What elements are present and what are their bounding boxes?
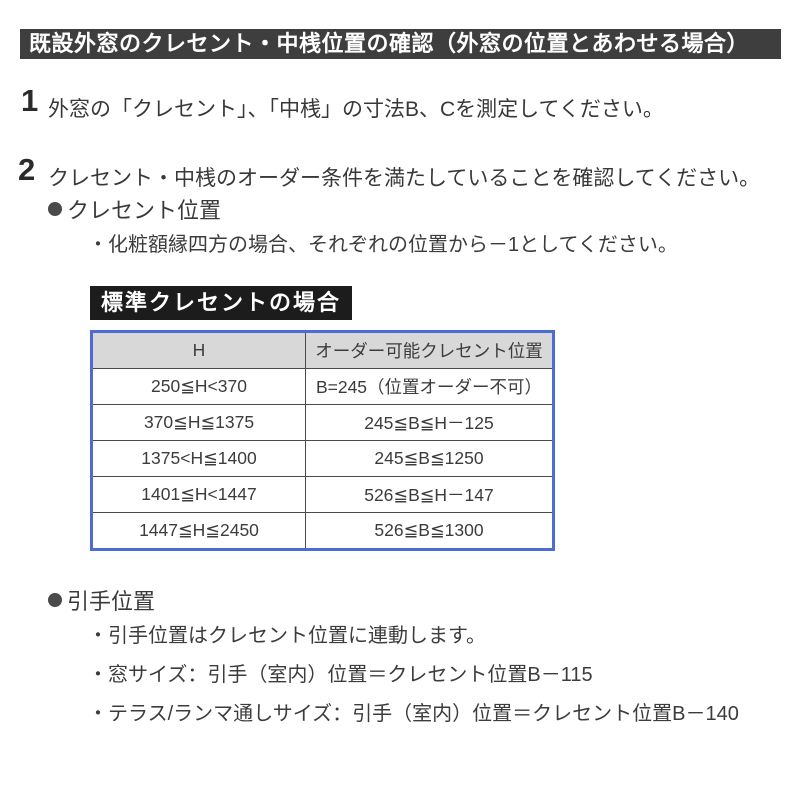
page-title-bar: 既設外窓のクレセント・中桟位置の確認（外窓の位置とあわせる場合） xyxy=(20,29,781,59)
table-cell-order-range: 526≦B≦H－147 xyxy=(305,476,554,513)
handle-position-note: ・引手位置はクレセント位置に連動します。 xyxy=(88,625,486,647)
table-cell-order-range: B=245（位置オーダー不可） xyxy=(305,368,554,405)
table-cell-h-range: 250≦H<370 xyxy=(91,368,306,405)
standard-crescent-label: 標準クレセントの場合 xyxy=(90,286,353,320)
bullet-icon xyxy=(48,593,62,607)
crescent-position-heading-label: クレセント位置 xyxy=(67,198,222,223)
step-2-number: 2 xyxy=(18,152,36,187)
handle-position-note: ・テラス/ランマ通しサイズ：引手（室内）位置＝クレセント位置B－140 xyxy=(88,703,739,725)
table-cell-order-range: 245≦B≦H－125 xyxy=(305,404,554,441)
table-cell-h-range: 1375<H≦1400 xyxy=(91,440,306,477)
step-2-text: クレセント・中桟のオーダー条件を満たしていることを確認してください。 xyxy=(48,167,761,190)
bullet-icon xyxy=(48,202,62,216)
table-row: 1401≦H<1447 526≦B≦H－147 xyxy=(91,476,554,513)
table-row: 1447≦H≦2450 526≦B≦1300 xyxy=(91,512,554,550)
table-cell-h-range: 1447≦H≦2450 xyxy=(91,512,306,550)
crescent-position-note: ・化粧額縁四方の場合、それぞれの位置から－1としてください。 xyxy=(88,234,678,256)
table-cell-order-range: 245≦B≦1250 xyxy=(305,440,554,477)
step-1-text: 外窓の「クレセント」、「中桟」の寸法B、Cを測定してください。 xyxy=(48,98,664,121)
crescent-position-table: H オーダー可能クレセント位置 250≦H<370 B=245（位置オーダー不可… xyxy=(90,330,555,551)
table-cell-order-range: 526≦B≦1300 xyxy=(305,512,554,550)
handle-position-note: ・窓サイズ：引手（室内）位置＝クレセント位置B－115 xyxy=(88,664,593,686)
table-cell-h-range: 1401≦H<1447 xyxy=(91,476,306,513)
table-header-row: H オーダー可能クレセント位置 xyxy=(91,331,554,369)
table-header-h: H xyxy=(91,331,306,369)
table-row: 250≦H<370 B=245（位置オーダー不可） xyxy=(91,368,554,405)
table-header-order-position: オーダー可能クレセント位置 xyxy=(305,331,554,369)
handle-position-heading: 引手位置 xyxy=(48,584,155,616)
table-row: 370≦H≦1375 245≦B≦H－125 xyxy=(91,404,554,441)
table-row: 1375<H≦1400 245≦B≦1250 xyxy=(91,440,554,477)
handle-position-heading-label: 引手位置 xyxy=(67,589,156,614)
table-cell-h-range: 370≦H≦1375 xyxy=(91,404,306,441)
step-1-number: 1 xyxy=(21,83,39,118)
crescent-position-heading: クレセント位置 xyxy=(48,193,221,225)
